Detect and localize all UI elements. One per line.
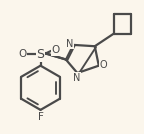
- Text: S: S: [37, 48, 44, 61]
- Text: N: N: [73, 73, 80, 83]
- Text: N: N: [66, 39, 74, 49]
- Text: O: O: [99, 60, 107, 70]
- Text: F: F: [38, 112, 43, 122]
- Text: O: O: [18, 49, 26, 59]
- Text: O: O: [52, 45, 60, 55]
